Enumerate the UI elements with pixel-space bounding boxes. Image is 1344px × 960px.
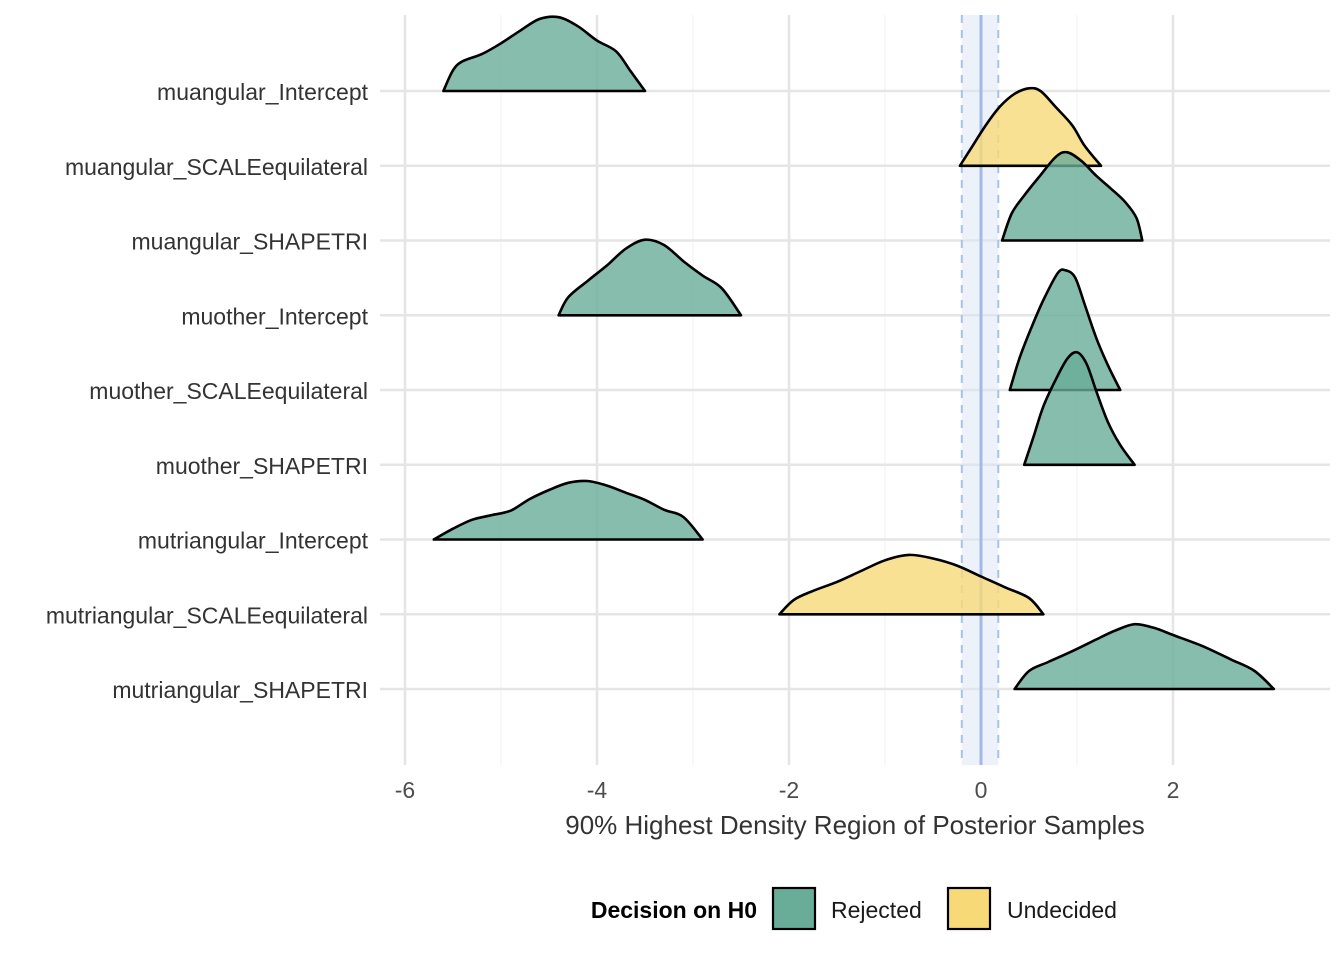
density-ridge-mutriangular_SCALEequilateral xyxy=(778,553,1045,616)
density-ridge-muother_SHAPETRI xyxy=(1022,350,1136,467)
legend-label-rejected: Rejected xyxy=(831,897,922,923)
legend-title: Decision on H0 xyxy=(591,897,757,923)
density-ridge-muangular_SHAPETRI xyxy=(1000,150,1144,242)
y-axis-labels: muangular_Intercept muangular_SCALEequila… xyxy=(46,79,369,703)
density-ridges xyxy=(432,15,1276,691)
y-tick-label: mutriangular_SCALEequilateral xyxy=(46,602,368,628)
y-tick-label: mutriangular_Intercept xyxy=(138,528,369,554)
legend-label-undecided: Undecided xyxy=(1007,897,1117,923)
x-tick-label: -4 xyxy=(587,777,608,803)
y-tick-label: muother_SHAPETRI xyxy=(156,453,368,479)
y-tick-label: muother_Intercept xyxy=(181,303,368,329)
y-tick-label: mutriangular_SHAPETRI xyxy=(112,677,368,703)
y-tick-label: muother_SCALEequilateral xyxy=(89,378,368,404)
x-axis-tick-labels: -6 -4 -2 0 2 xyxy=(395,777,1180,803)
density-ridge-mutriangular_Intercept xyxy=(432,479,704,541)
y-tick-label: muangular_Intercept xyxy=(157,79,369,105)
legend-key-undecided xyxy=(946,886,992,931)
density-ridge-muangular_Intercept xyxy=(442,15,647,93)
x-tick-label: 2 xyxy=(1167,777,1180,803)
density-ridge-muother_Intercept xyxy=(557,238,743,317)
x-tick-label: 0 xyxy=(975,777,988,803)
density-ridge-muangular_SCALEequilateral xyxy=(958,86,1103,168)
legend-key-rejected xyxy=(771,886,817,931)
x-axis-title: 90% Highest Density Region of Posterior … xyxy=(565,810,1145,840)
x-tick-label: -6 xyxy=(395,777,415,803)
density-ridge-muother_SCALEequilateral xyxy=(1008,268,1122,392)
y-tick-label: muangular_SCALEequilateral xyxy=(65,154,368,180)
legend: Decision on H0 Rejected Undecided xyxy=(591,886,1117,931)
y-tick-label: muangular_SHAPETRI xyxy=(132,229,369,255)
x-tick-label: -2 xyxy=(779,777,799,803)
density-ridge-mutriangular_SHAPETRI xyxy=(1013,622,1276,691)
